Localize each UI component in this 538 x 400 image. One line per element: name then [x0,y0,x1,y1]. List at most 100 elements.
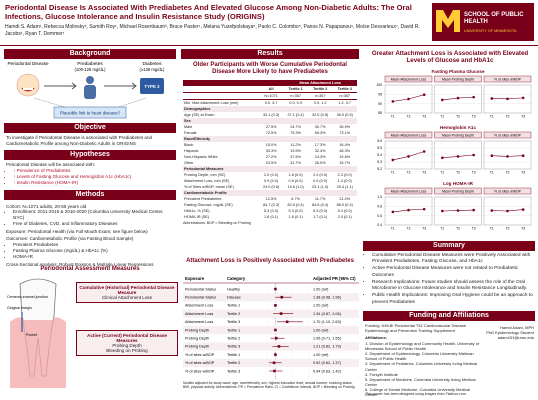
cell: Tertile 2 [227,337,240,341]
point [472,153,475,157]
point [490,209,494,212]
cell: Cardiometabolic Profile [183,190,357,196]
cell: n=357 [314,94,326,98]
column-header: Category [227,276,246,281]
cell: 1.7 (0.1) [313,215,328,219]
point [274,336,278,340]
point [521,154,525,157]
cell: Tertile 3 [227,369,240,373]
y-tick-label: 5.3 [377,160,382,164]
credit: This poster has been designed using imag… [365,392,466,396]
cell: 1.4 (0.0) [337,179,352,183]
cell: 24.7% [290,125,302,129]
y-tick-label: 90 [378,102,382,106]
point [422,150,426,153]
point [441,156,444,160]
cell: 1.38 (0.98, 1.96) [313,296,342,300]
point [391,210,395,214]
cell: 0.92 (0.62, 1.37) [313,361,342,365]
list: Probing Depth Bleeding on Probing [79,343,175,353]
cumulative-box: Cumulative (Historical) Periodontal Dise… [76,282,178,303]
cell: Periodontal Status [185,296,216,300]
section-heading: Objective [4,123,176,133]
section-heading: Results [181,49,359,59]
summary: Cumulative Periodontal Disease Measures … [365,253,533,307]
cell: 17.3% [314,143,326,147]
cell: Periodontal Measures [183,166,357,172]
x-tick-label: T3 [472,227,476,231]
cell: 15.7% [339,161,351,165]
cell: Sex [183,118,357,124]
label: Diabetes [143,61,163,67]
cell: % of Sites w/BOP, mean (SE) [184,185,234,189]
list-item: Bleeding on Probing [106,348,148,353]
list-item: 4. Forsyth Institute [365,371,398,377]
x-tick-label: T1 [490,227,494,231]
point [456,155,460,158]
aff-heading: Affiliations: [365,335,387,341]
cell: 1.21 (0.82, 1.79) [313,345,342,349]
list: 1. Division of Epidemiology and Communit… [365,341,483,398]
cell: 84.7 (0.3) [262,203,280,207]
panel-title: % of sites w/BOP [494,133,522,137]
panel-title-box [384,75,433,83]
section-heading: Hypotheses [4,150,176,160]
table-wrap: Mean Attachment Loss All Tertile 1 Tertile … [183,80,357,225]
cell: HOMA-IR (SE) [184,215,210,219]
cell: 75.3% [290,131,302,135]
cell: Mean Attachment Loss [299,81,341,85]
cell: Probing Depth [185,328,209,332]
panel-frame [434,140,482,170]
cell: Other [184,161,194,165]
cell: Race/Ethnicity [183,136,357,142]
funding: Funding: NHLBI Periodontal T32 Cardiovas… [365,323,483,398]
point [274,328,277,332]
cell: 1.00 (ref) [313,353,329,357]
cell: 86.9 (0.4) [336,203,353,207]
cell: HbA1c, % (SE) [184,209,210,213]
x-tick-label: T2 [407,115,411,119]
list-item: HOMA-IR [13,254,174,260]
row-band [183,309,359,318]
cell: % of sites w/BOP [185,353,215,357]
y-tick-label: 5.5 [377,146,382,150]
x-tick-label: T1 [440,227,444,231]
contact: Hamdi Adam, MPH PhD Epidemiology Student a… [486,325,534,341]
cell: 15.0% [265,143,277,147]
title: Periodontal Disease Is Associated With P… [5,3,412,22]
table-row: Demographics [183,106,357,112]
x-tick-label: T3 [422,115,426,119]
panel-title: % of sites w/BOP [494,77,522,81]
cell: 5.3 (0.0) [313,209,328,213]
table-row: Periodontal Measures [183,166,357,172]
table-row: Attachment Loss, mm (SE) 0.9 (0.0) 0.5 (0.… [183,178,357,184]
list: Clinical Attachment Loss [79,295,175,300]
cell: 31.7% [290,161,302,165]
header: Periodontal Disease Is Associated With P… [0,0,538,46]
cell: 1.00 (ref) [313,287,329,291]
cell: 24.3% [314,155,326,159]
cell: 29.4 (1.1) [336,185,353,189]
cell: n=357 [339,94,351,98]
panel-title: Mean Probing Depth [442,77,474,81]
panel-title: Mean Attachment Loss [391,133,427,137]
panel-title: Mean Probing Depth [442,133,474,137]
cell: Tertile 3 [227,320,240,324]
contact-line: PhD Epidemiology Student [486,330,534,336]
panel-title-box [483,75,532,83]
point [422,207,426,211]
cell: 36.9 (0.5) [336,113,353,117]
y-tick-label: 100 [376,83,382,87]
methods-item: Cross-Sectional Analysis: Robust Poisson… [6,261,154,267]
x-tick-label: T2 [506,171,510,175]
x-tick-label: T3 [422,171,426,175]
cell: 19.5% [290,149,302,153]
cell: 21.0% [339,197,351,201]
cell: Tertile 1 [227,353,240,357]
methods-item: Cohort: N=1071 adults, 20-55 years old [6,203,87,209]
cell: 84.6 (0.4) [312,203,329,207]
cell: Demographics [183,106,357,112]
x-tick-label: T3 [521,115,525,119]
table-row: Mean Attachment Loss [183,80,357,86]
